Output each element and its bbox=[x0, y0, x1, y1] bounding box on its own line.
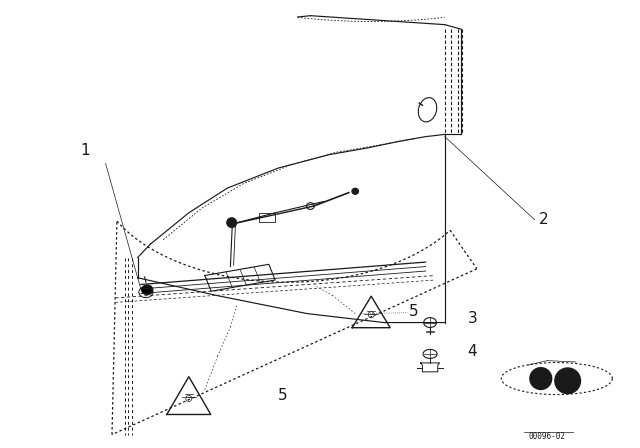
Text: 1: 1 bbox=[80, 142, 90, 158]
Text: 2: 2 bbox=[539, 212, 549, 227]
Text: 3: 3 bbox=[467, 310, 477, 326]
Ellipse shape bbox=[352, 188, 358, 194]
FancyBboxPatch shape bbox=[259, 213, 275, 222]
Text: 4: 4 bbox=[467, 344, 477, 359]
Ellipse shape bbox=[141, 285, 153, 295]
Circle shape bbox=[227, 218, 237, 228]
Text: 5: 5 bbox=[278, 388, 288, 403]
Text: 00096-02: 00096-02 bbox=[529, 432, 566, 441]
Circle shape bbox=[555, 368, 580, 394]
Circle shape bbox=[530, 368, 552, 389]
Text: 5: 5 bbox=[409, 304, 419, 319]
